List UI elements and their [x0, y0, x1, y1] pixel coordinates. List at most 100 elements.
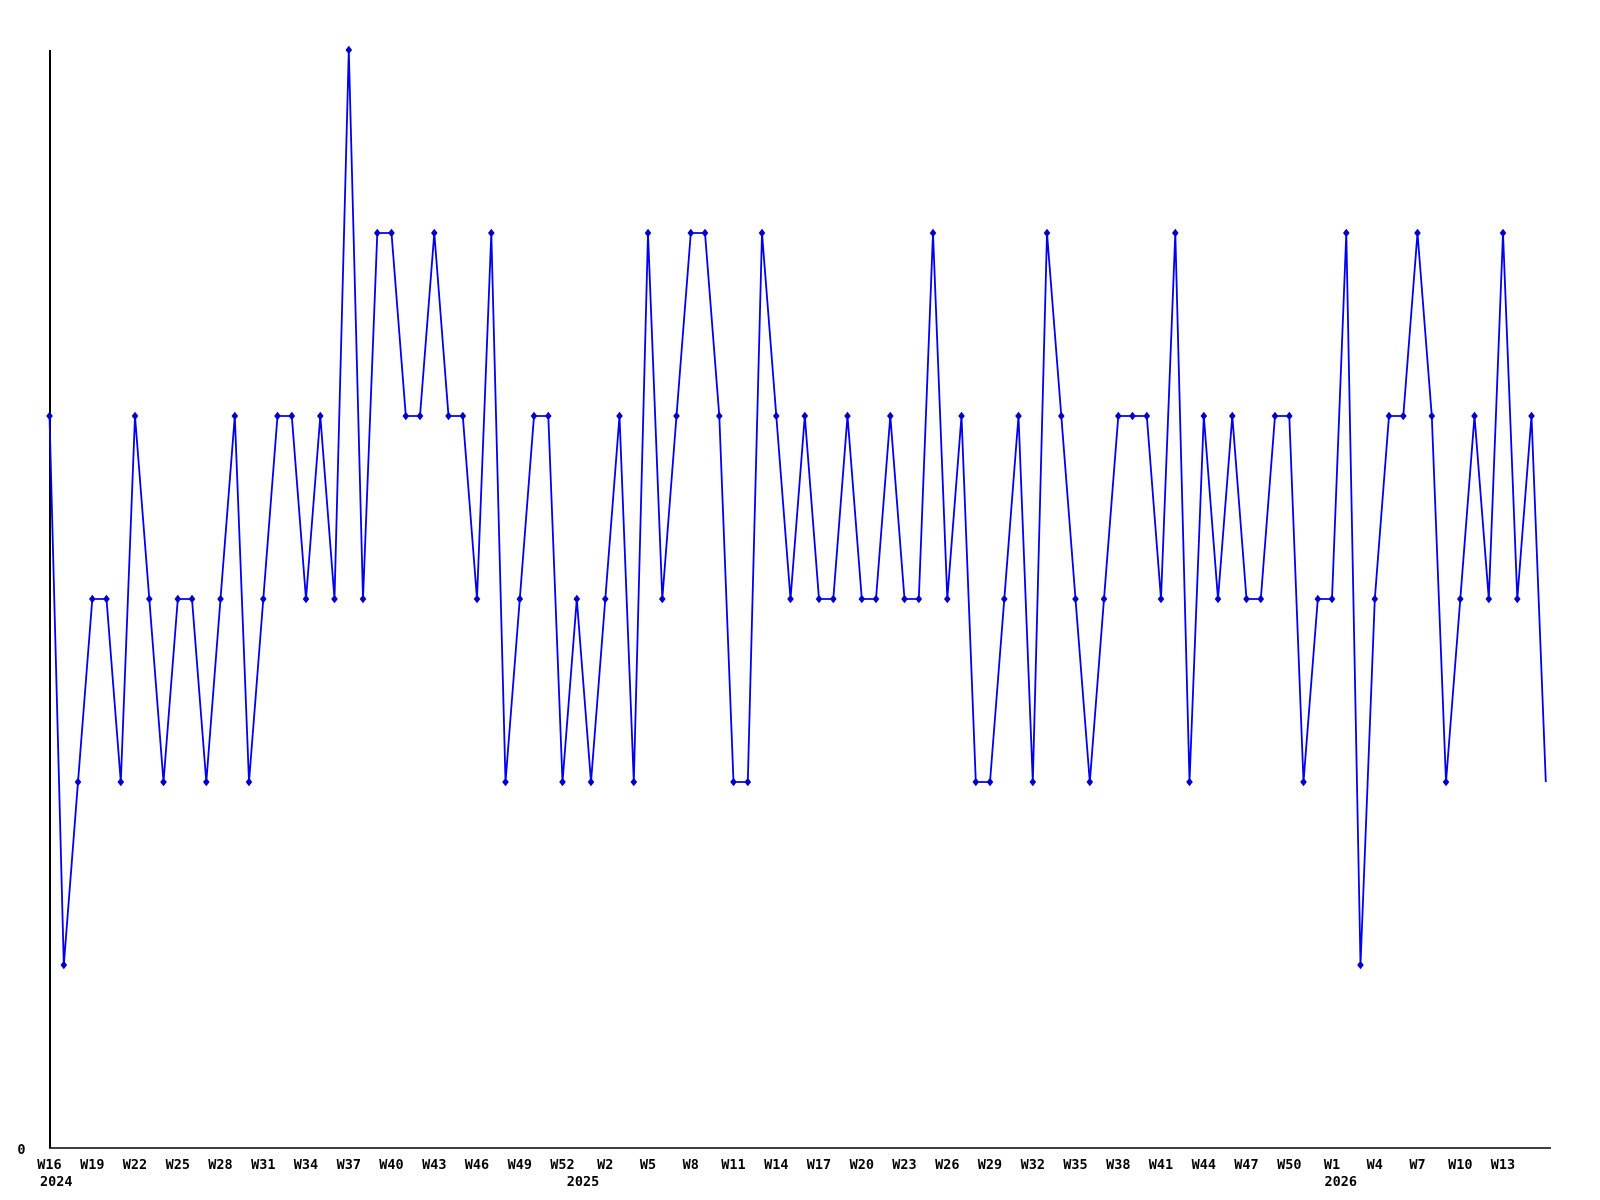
data-point-marker	[544, 411, 552, 421]
series-line	[48, 49, 1547, 966]
data-point-marker	[188, 594, 196, 604]
data-point-marker	[1485, 594, 1493, 604]
data-point-marker	[1200, 411, 1208, 421]
data-point-marker	[1072, 594, 1079, 604]
data-point-marker	[1243, 594, 1250, 604]
x-tick-label: W19	[80, 1157, 104, 1173]
x-tick-label: W22	[123, 1157, 147, 1173]
data-point-marker	[516, 594, 524, 604]
data-point-marker	[288, 411, 296, 421]
data-point-marker	[402, 411, 410, 421]
data-point-marker	[929, 228, 937, 238]
data-point-marker	[1357, 960, 1364, 970]
data-point-marker	[1528, 411, 1535, 421]
x-tick-label: W2	[597, 1157, 613, 1173]
x-tick-label: W17	[807, 1157, 831, 1173]
data-point-marker	[901, 594, 908, 604]
data-point-marker	[616, 411, 623, 421]
data-point-marker	[202, 777, 210, 787]
data-point-marker	[160, 777, 167, 787]
data-point-marker	[388, 228, 395, 238]
data-point-marker	[573, 594, 581, 604]
data-point-marker	[1271, 411, 1279, 421]
data-point-marker	[1399, 411, 1407, 421]
x-tick-label: W16	[37, 1157, 61, 1173]
data-point-marker	[815, 594, 823, 604]
data-point-marker	[302, 594, 310, 604]
data-point-marker	[872, 594, 880, 604]
data-point-marker	[274, 411, 281, 421]
data-point-marker	[103, 594, 110, 604]
data-point-marker	[1314, 594, 1322, 604]
data-point-marker	[131, 411, 139, 421]
data-point-marker	[1114, 411, 1122, 421]
data-point-marker	[630, 777, 638, 787]
x-tick-label: W38	[1106, 1157, 1130, 1173]
data-point-marker	[1414, 228, 1421, 238]
data-point-marker	[1015, 411, 1022, 421]
data-point-marker	[1086, 777, 1094, 787]
data-point-marker	[701, 228, 709, 238]
x-tick-label: W4	[1367, 1157, 1383, 1173]
data-point-marker	[331, 594, 338, 604]
data-point-marker	[88, 594, 96, 604]
data-point-marker	[174, 594, 182, 604]
x-year-label: 2026	[1325, 1174, 1358, 1190]
data-point-marker	[829, 594, 837, 604]
data-point-marker	[673, 411, 680, 421]
data-point-marker	[430, 228, 438, 238]
data-point-marker	[316, 411, 324, 421]
data-point-marker	[359, 594, 367, 604]
data-point-marker	[60, 960, 68, 970]
data-point-marker	[46, 411, 53, 421]
data-point-marker	[1328, 594, 1336, 604]
data-point-marker	[1214, 594, 1222, 604]
x-tick-label: W1	[1324, 1157, 1340, 1173]
x-tick-label: W44	[1192, 1157, 1216, 1173]
x-tick-label: W7	[1409, 1157, 1425, 1173]
data-point-marker	[972, 777, 980, 787]
data-point-marker	[958, 411, 965, 421]
data-point-marker	[245, 777, 253, 787]
data-point-marker	[74, 777, 82, 787]
data-point-marker	[373, 228, 381, 238]
data-point-marker	[145, 594, 153, 604]
data-point-marker	[1043, 228, 1051, 238]
data-point-marker	[231, 411, 239, 421]
data-point-marker	[473, 594, 481, 604]
data-point-marker	[1129, 411, 1136, 421]
x-tick-label: W29	[978, 1157, 1002, 1173]
x-year-label: 2025	[567, 1174, 600, 1190]
x-tick-label: W26	[935, 1157, 959, 1173]
x-tick-label: W23	[892, 1157, 916, 1173]
data-point-marker	[1157, 594, 1165, 604]
data-point-marker	[1000, 594, 1008, 604]
data-point-marker	[801, 411, 809, 421]
x-tick-label: W10	[1448, 1157, 1472, 1173]
data-point-marker	[858, 594, 866, 604]
x-tick-label: W41	[1149, 1157, 1173, 1173]
x-tick-label: W37	[337, 1157, 361, 1173]
x-tick-label: W47	[1234, 1157, 1258, 1173]
data-point-marker	[1057, 411, 1065, 421]
data-point-marker	[1285, 411, 1293, 421]
x-tick-label: W31	[251, 1157, 275, 1173]
data-point-marker	[1371, 594, 1379, 604]
data-point-marker	[730, 777, 737, 787]
y-axis-zero-label: 0	[17, 1142, 25, 1158]
data-point-marker	[986, 777, 994, 787]
x-tick-label: W28	[208, 1157, 232, 1173]
data-point-marker	[259, 594, 267, 604]
data-point-marker	[943, 594, 951, 604]
data-point-marker	[1513, 594, 1521, 604]
data-point-marker	[658, 594, 666, 604]
x-tick-label: W32	[1021, 1157, 1045, 1173]
data-point-marker	[644, 228, 652, 238]
data-point-marker	[744, 777, 752, 787]
x-tick-label: W50	[1277, 1157, 1301, 1173]
data-point-marker	[1100, 594, 1108, 604]
data-point-marker	[715, 411, 723, 421]
data-point-marker	[530, 411, 538, 421]
data-point-marker	[886, 411, 894, 421]
